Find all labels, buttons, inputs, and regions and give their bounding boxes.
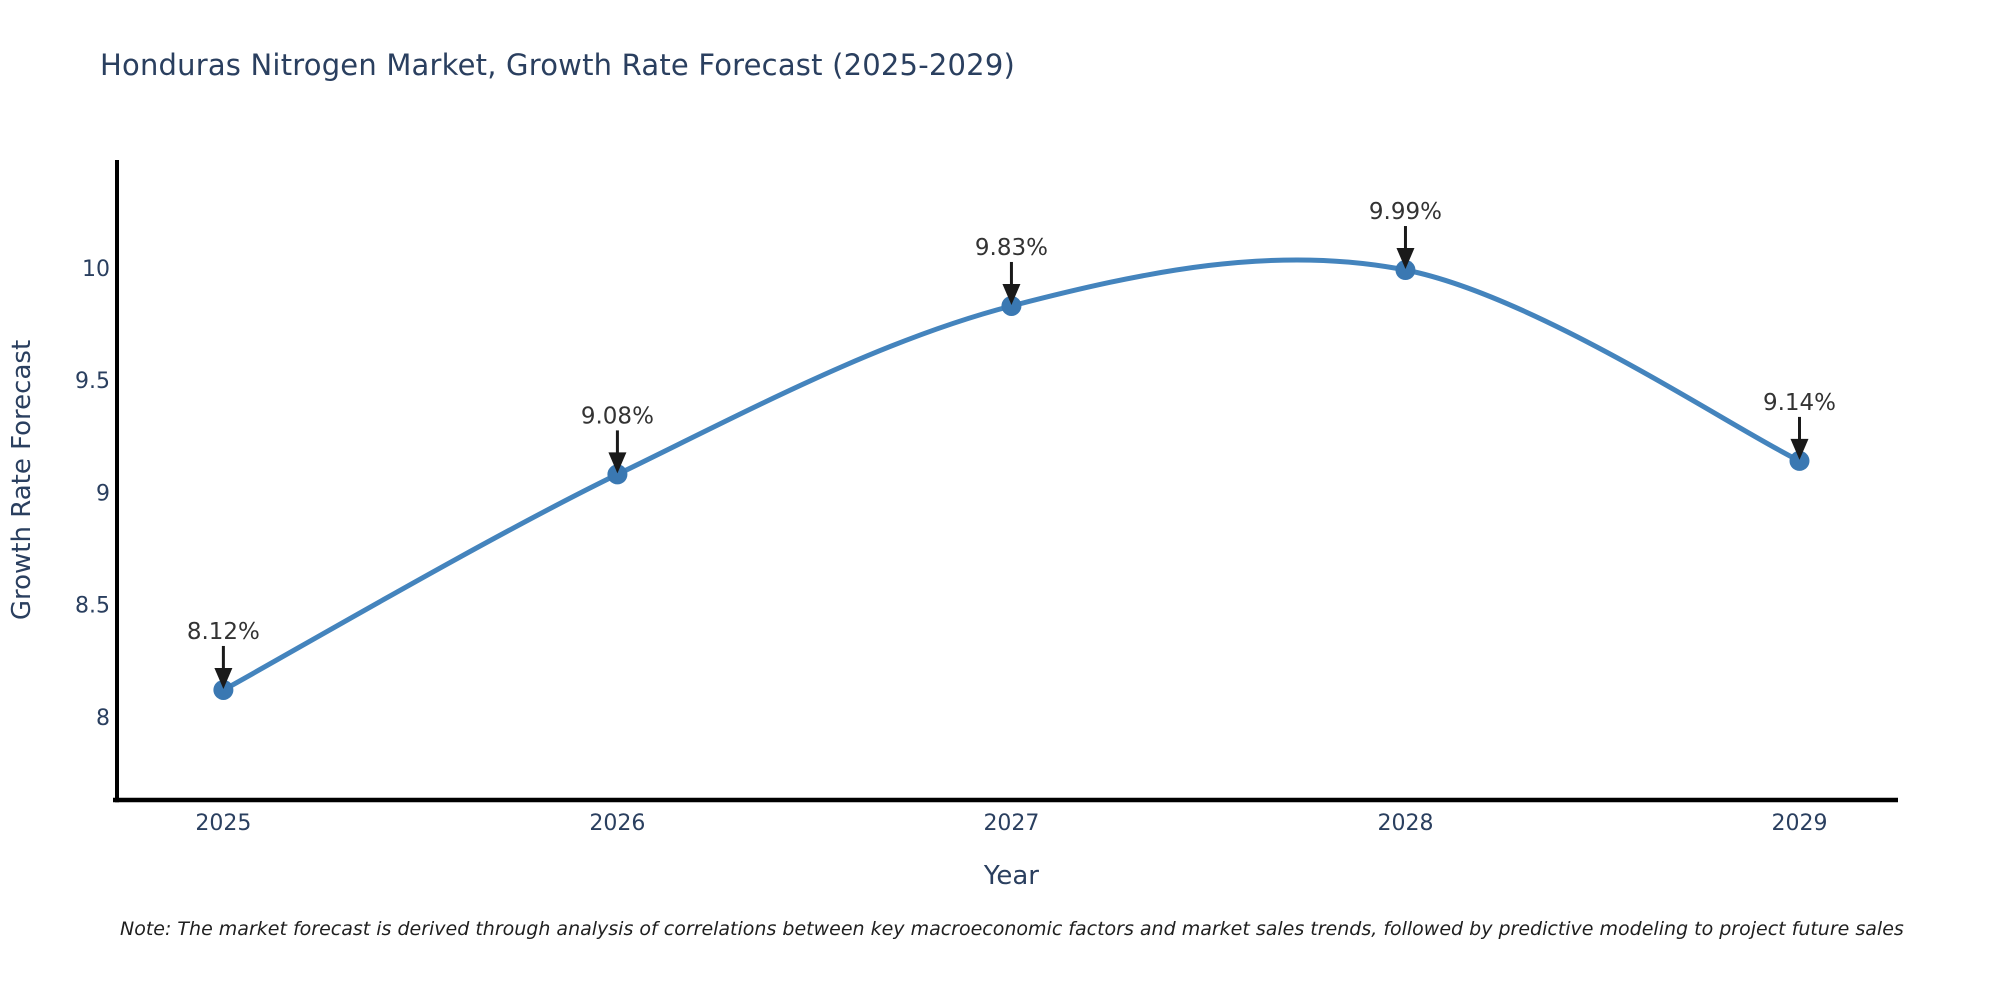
forecast-spline	[220, 257, 1802, 693]
annotation-arrow-head	[1790, 438, 1809, 460]
annotation-arrow-head	[1002, 283, 1021, 305]
x-tick-label: 2027	[983, 811, 1039, 836]
x-tick-label: 2025	[195, 811, 251, 836]
x-tick-label: 2026	[589, 811, 645, 836]
annotation-arrow-head	[214, 667, 233, 689]
annotation-arrow-head	[1396, 248, 1415, 270]
annotation-arrow-head	[608, 452, 627, 474]
point-label-2027: 9.83%	[975, 235, 1048, 261]
data-point-2029[interactable]	[1789, 450, 1810, 471]
chart-title: Honduras Nitrogen Market, Growth Rate Fo…	[100, 48, 1015, 82]
x-axis-title: Year	[983, 861, 1039, 891]
y-tick-label: 10	[82, 257, 110, 282]
point-label-2025: 8.12%	[187, 619, 260, 645]
data-point-2026[interactable]	[607, 464, 628, 485]
point-label-2029: 9.14%	[1763, 390, 1836, 416]
data-point-2025[interactable]	[213, 679, 234, 700]
x-tick-label: 2029	[1771, 811, 1827, 836]
y-tick-label: 8	[96, 706, 110, 731]
point-label-2026: 9.08%	[581, 403, 654, 429]
x-tick-label: 2028	[1377, 811, 1433, 836]
y-tick-label: 8.5	[75, 594, 110, 619]
y-axis-title: Growth Rate Forecast	[7, 340, 37, 620]
data-point-2028[interactable]	[1395, 260, 1416, 281]
point-label-2028: 9.99%	[1369, 199, 1442, 225]
footnote-text: Note: The market forecast is derived thr…	[120, 918, 1904, 940]
y-tick-label: 9	[96, 481, 110, 506]
data-point-2027[interactable]	[1001, 295, 1022, 316]
y-tick-label: 9.5	[75, 369, 110, 394]
